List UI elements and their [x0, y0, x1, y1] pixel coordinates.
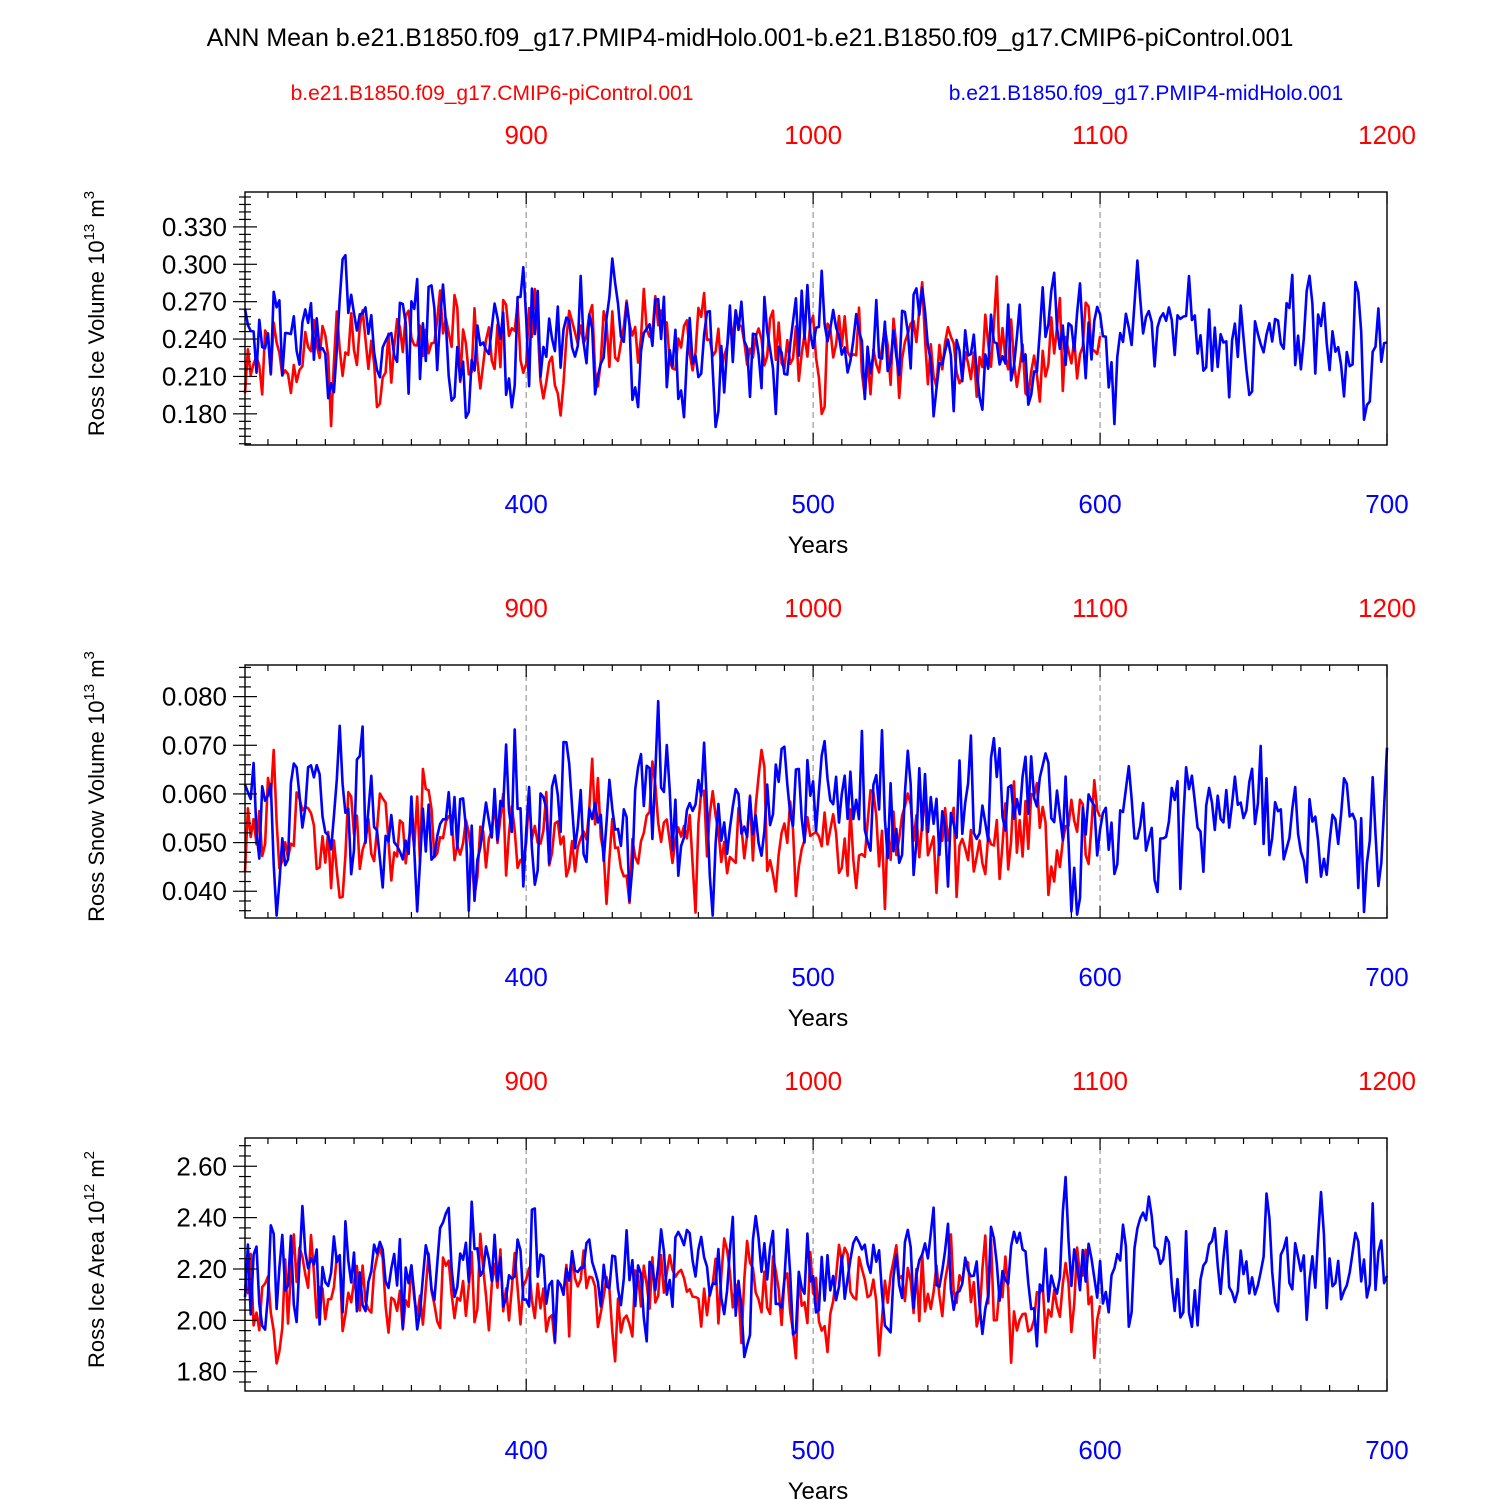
legend-right-label: b.e21.B1850.f09_g17.PMIP4-midHolo.001 [949, 82, 1344, 105]
top-tick-label: 1200 [1358, 120, 1416, 150]
x-axis-label: Years [788, 1478, 849, 1500]
bottom-tick-label: 600 [1078, 489, 1121, 519]
bottom-tick-label: 600 [1078, 962, 1121, 992]
plot-frame [244, 1137, 1388, 1392]
panel-2: 400 500 600 700 900 1000 1100 1200 0.040 0.050 0.0… [81, 593, 1416, 1032]
y-tick-label: 0.210 [162, 361, 227, 391]
bottom-tick-label: 600 [1078, 1435, 1121, 1465]
y-tick-label: 0.300 [162, 249, 227, 279]
y-tick-label: 0.270 [162, 287, 227, 317]
top-tick-label: 1200 [1358, 593, 1416, 623]
bottom-tick-label: 500 [791, 1435, 834, 1465]
top-tick-label: 1100 [1072, 593, 1128, 623]
bottom-tick-label: 500 [791, 962, 834, 992]
bottom-tick-label: 400 [505, 489, 548, 519]
top-tick-label: 1000 [784, 1066, 842, 1096]
series-line-midholo [243, 253, 1388, 429]
y-tick-label: 2.20 [176, 1254, 227, 1284]
y-axis-label: Ross Ice Volume 1013 m3 [81, 191, 109, 436]
x-axis-label: Years [788, 532, 849, 559]
top-tick-label: 1100 [1072, 120, 1128, 150]
y-tick-label: 0.180 [162, 399, 227, 429]
bottom-tick-label: 700 [1365, 489, 1408, 519]
x-axis-label: Years [788, 1005, 849, 1032]
top-tick-label: 900 [505, 593, 548, 623]
y-tick-label: 0.330 [162, 212, 227, 242]
y-tick-label: 2.40 [176, 1203, 227, 1233]
series-line-midholo [243, 699, 1389, 917]
y-axis-label: Ross Snow Volume 1013 m3 [81, 651, 109, 922]
top-tick-label: 1000 [784, 593, 842, 623]
y-axis-label: Ross Ice Area 1012 m2 [81, 1151, 109, 1368]
panels: 400 500 600 700 900 1000 1100 1200 0.180 0.210 0.2… [81, 120, 1416, 1500]
page-title: ANN Mean b.e21.B1850.f09_g17.PMIP4-midHo… [207, 24, 1294, 52]
panel-3: 400 500 600 700 900 1000 1100 1200 1.80 2.00 2.20 2… [81, 1066, 1416, 1500]
legend-left-label: b.e21.B1850.f09_g17.CMIP6-piControl.001 [291, 82, 694, 105]
series-line-picontrol [243, 748, 1102, 914]
bottom-tick-label: 700 [1365, 1435, 1408, 1465]
bottom-tick-label: 700 [1365, 962, 1408, 992]
y-tick-label: 0.050 [162, 828, 227, 858]
top-tick-label: 1000 [784, 120, 842, 150]
series-line-midholo [243, 1175, 1389, 1359]
series-line-picontrol [243, 275, 1102, 428]
bottom-tick-label: 400 [505, 962, 548, 992]
top-tick-label: 1200 [1358, 1066, 1416, 1096]
top-tick-label: 900 [505, 1066, 548, 1096]
plot-frame [244, 191, 1388, 446]
y-tick-label: 1.80 [176, 1357, 227, 1387]
y-tick-label: 0.040 [162, 876, 227, 906]
bottom-tick-label: 400 [505, 1435, 548, 1465]
y-tick-label: 2.60 [176, 1151, 227, 1181]
y-tick-label: 0.070 [162, 730, 227, 760]
y-tick-label: 0.080 [162, 682, 227, 712]
top-tick-label: 1100 [1072, 1066, 1128, 1096]
y-tick-label: 2.00 [176, 1305, 227, 1335]
y-tick-label: 0.060 [162, 779, 227, 809]
panel-1: 400 500 600 700 900 1000 1100 1200 0.180 0.210 0.2… [81, 120, 1416, 559]
top-tick-label: 900 [505, 120, 548, 150]
bottom-tick-label: 500 [791, 489, 834, 519]
plot-frame [244, 664, 1388, 919]
y-tick-label: 0.240 [162, 324, 227, 354]
